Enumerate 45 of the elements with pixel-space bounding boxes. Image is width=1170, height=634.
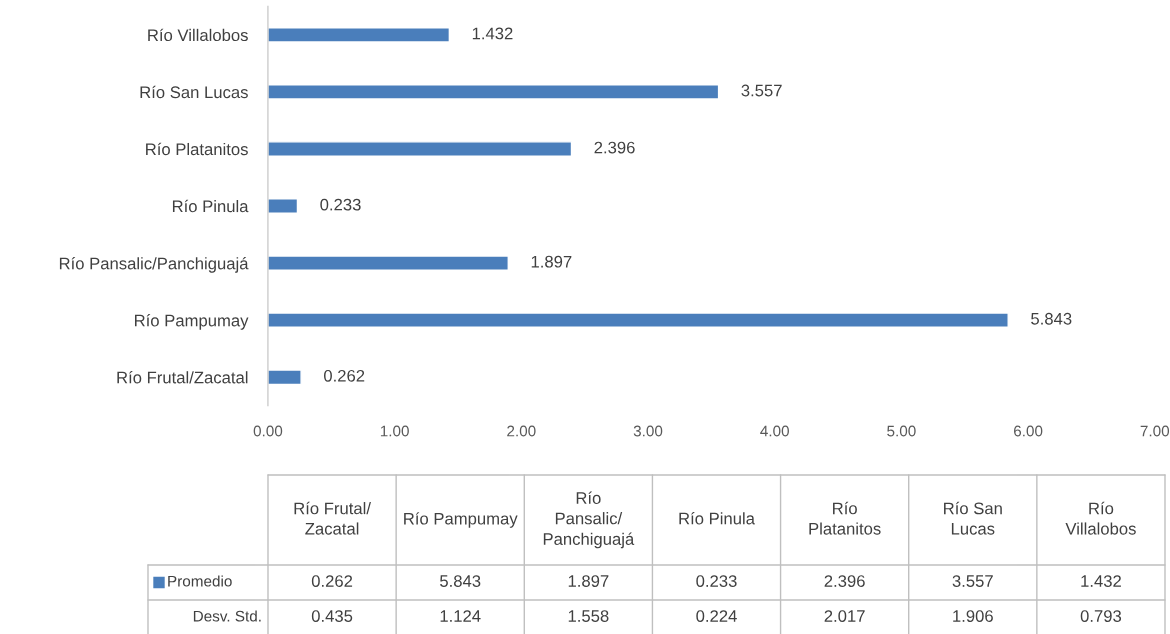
data-label: 3.557 [741, 84, 782, 97]
text: 0.262 [311, 575, 353, 587]
x-tick-label: 5.00 [887, 425, 916, 437]
data-label: 1.432 [472, 27, 513, 40]
x-tick-label: 2.00 [507, 425, 536, 437]
data-label: 2.396 [594, 141, 635, 154]
text: 1.432 [1081, 575, 1121, 587]
text: 3.557 [952, 575, 993, 587]
x-tick-label: 3.00 [633, 425, 663, 437]
text: 1.906 [953, 610, 993, 622]
x-tick-label: 7.00 [1140, 425, 1170, 437]
category-label: Río Villalobos [1065, 501, 1136, 535]
category-label: Río Pampumay [404, 512, 518, 528]
text: 0.224 [696, 610, 737, 622]
text: 0.233 [696, 575, 737, 587]
y-tick-label: Río Villalobos [148, 28, 248, 42]
data-label: 0.233 [320, 198, 361, 211]
text: 2.017 [824, 610, 865, 622]
text: 1.124 [440, 610, 481, 622]
x-tick-label: 4.00 [760, 425, 789, 437]
category-label: Río Platanitos [809, 501, 881, 535]
category-label: Río Frutal/Zacatal [294, 501, 371, 535]
category-label: Río Pansalic/Panchiguajá [543, 491, 635, 549]
data-label: 5.843 [1031, 312, 1072, 325]
text: 5.843 [440, 575, 481, 587]
text: 1.897 [568, 575, 609, 587]
y-tick-label: Río San Lucas [140, 85, 248, 99]
category-label: Río San Lucas [944, 501, 1002, 535]
text: 1.558 [568, 610, 609, 622]
y-tick-label: Río Pansalic/Panchiguajá [59, 256, 249, 273]
x-tick-label: 0.00 [253, 425, 283, 437]
y-tick-label: Río Platanitos [146, 142, 248, 156]
text: Desv. Std. [193, 610, 261, 622]
data-label: 0.262 [324, 369, 365, 382]
x-tick-label: 6.00 [1014, 425, 1043, 437]
data-label: 1.897 [531, 255, 572, 268]
y-tick-label: Río Pinula [172, 199, 249, 213]
y-tick-label: Río Pampumay [135, 314, 249, 330]
legend-label: Promedio [168, 575, 232, 587]
x-tick-label: 1.00 [380, 425, 409, 437]
text: 2.396 [824, 575, 865, 587]
category-label: Río Pinula [679, 512, 755, 525]
y-tick-label: Río Frutal/Zacatal [117, 371, 248, 384]
text: 0.793 [1080, 610, 1122, 622]
text: 0.435 [311, 610, 353, 622]
